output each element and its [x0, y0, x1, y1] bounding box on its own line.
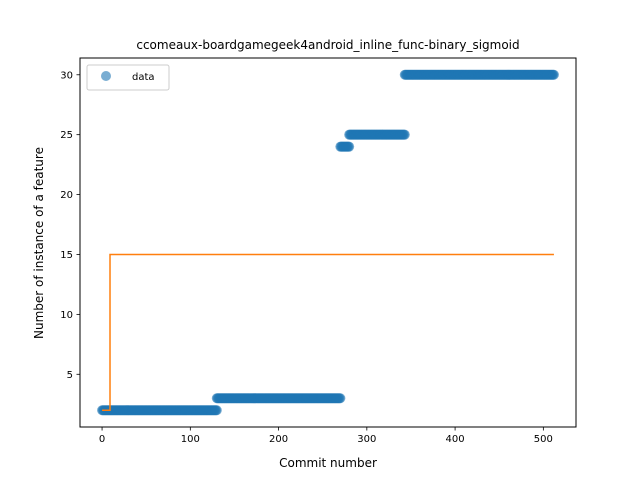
data-point	[548, 69, 559, 80]
y-tick-label: 15	[60, 250, 73, 261]
x-tick-label: 100	[181, 434, 200, 445]
y-tick-label: 25	[60, 130, 73, 141]
data-point	[344, 141, 355, 152]
x-tick-label: 0	[99, 434, 105, 445]
data-point	[211, 405, 222, 416]
x-tick-label: 200	[269, 434, 288, 445]
y-axis-label: Number of instance of a feature	[32, 147, 46, 339]
x-tick-label: 300	[357, 434, 376, 445]
chart-title: ccomeaux-boardgamegeek4android_inline_fu…	[136, 38, 519, 52]
y-tick-label: 30	[60, 70, 73, 81]
legend-box	[86, 64, 170, 91]
x-tick-label: 400	[446, 434, 465, 445]
x-axis-label: Commit number	[279, 456, 377, 470]
series-line	[102, 253, 554, 411]
data-point	[335, 393, 346, 404]
legend: data	[86, 64, 170, 91]
axes-frame	[79, 57, 577, 428]
y-tick-label: 5	[67, 370, 73, 381]
legend-label-data: data	[132, 72, 155, 83]
plot-marks	[97, 69, 559, 416]
x-tick-label: 500	[534, 434, 553, 445]
data-point	[399, 129, 410, 140]
axis-ticks: 0 100 200 300 400 500 5 10 15 20 25 30	[60, 70, 553, 445]
y-tick-label: 20	[60, 190, 73, 201]
legend-marker-data	[101, 71, 111, 81]
y-tick-label: 10	[60, 310, 73, 321]
